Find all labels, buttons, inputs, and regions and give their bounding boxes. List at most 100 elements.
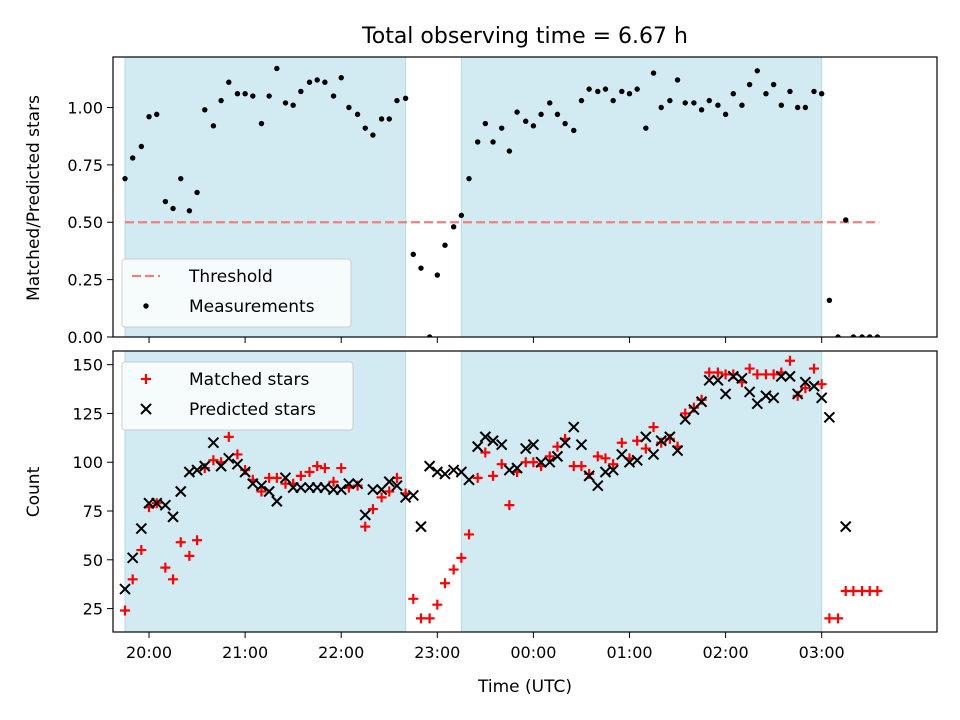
measurement-point bbox=[794, 104, 801, 111]
predicted-star-point bbox=[239, 466, 251, 478]
measurement-point bbox=[691, 100, 697, 106]
measurement-point bbox=[346, 104, 352, 111]
measurement-point bbox=[194, 189, 200, 196]
plot-area bbox=[122, 65, 881, 337]
measurement-point bbox=[530, 123, 537, 129]
predicted-star-point bbox=[719, 388, 732, 400]
predicted-star-point bbox=[167, 511, 179, 523]
predicted-star-point bbox=[727, 370, 739, 383]
measurement-point bbox=[178, 175, 184, 182]
predicted-star-point bbox=[640, 431, 652, 443]
x-tick-label: 20:00 bbox=[126, 643, 172, 662]
measurement-point bbox=[450, 224, 457, 230]
y-tick-label: 100 bbox=[72, 453, 103, 472]
measurement-point bbox=[154, 111, 160, 118]
measurement-point bbox=[186, 208, 193, 214]
matched-star-point bbox=[120, 605, 131, 616]
measurement-point bbox=[835, 334, 841, 337]
matched-star-point bbox=[175, 537, 186, 548]
measurement-point bbox=[362, 125, 368, 131]
predicted-star-point bbox=[647, 448, 660, 461]
measurement-point bbox=[306, 79, 313, 85]
measurement-point bbox=[138, 143, 145, 150]
measurement-point bbox=[787, 88, 793, 95]
matched-star-point bbox=[600, 453, 611, 464]
measurement-point bbox=[770, 81, 777, 88]
matched-star-point bbox=[528, 457, 539, 468]
measurement-point bbox=[242, 91, 248, 97]
predicted-star-point bbox=[520, 442, 532, 455]
measurement-point bbox=[234, 91, 241, 97]
matched-star-point bbox=[576, 461, 587, 472]
measurement-point bbox=[210, 123, 217, 129]
matched-star-point bbox=[712, 367, 723, 378]
predicted-star-point bbox=[511, 462, 523, 474]
measurement-point bbox=[739, 102, 745, 108]
predicted-star-point bbox=[703, 374, 715, 386]
matched-star-point bbox=[752, 369, 763, 380]
matched-star-point bbox=[464, 529, 475, 540]
predicted-star-point bbox=[359, 509, 371, 521]
matched-star-point bbox=[168, 574, 179, 585]
predicted-star-point bbox=[319, 481, 331, 494]
matched-star-point bbox=[648, 422, 659, 433]
measurement-point bbox=[330, 93, 337, 99]
measurement-point bbox=[634, 86, 640, 92]
matched-star-point bbox=[424, 613, 435, 624]
x-tick-label: 21:00 bbox=[222, 643, 268, 662]
measurement-point bbox=[698, 107, 705, 113]
matched-star-point bbox=[136, 545, 147, 556]
measurement-point bbox=[370, 132, 376, 138]
measurement-point bbox=[610, 97, 616, 104]
measurement-point bbox=[218, 97, 224, 104]
measurement-point bbox=[547, 100, 553, 106]
x-tick-label: 00:00 bbox=[510, 643, 556, 662]
matched-star-point bbox=[456, 552, 467, 563]
matched-star-point bbox=[367, 504, 378, 515]
matched-star-point bbox=[192, 535, 203, 546]
measurement-point bbox=[595, 88, 601, 95]
matched-star-point bbox=[872, 586, 883, 597]
predicted-star-point bbox=[607, 464, 619, 476]
matched-star-point bbox=[295, 470, 306, 481]
measurement-point bbox=[466, 175, 472, 182]
matched-star-point bbox=[408, 593, 419, 604]
plot-area bbox=[119, 355, 883, 624]
predicted-star-point bbox=[808, 380, 820, 392]
matched-star-point bbox=[768, 369, 779, 380]
predicted-star-point bbox=[263, 485, 275, 498]
measurement-point bbox=[874, 334, 881, 337]
measurement-point bbox=[562, 120, 568, 127]
predicted-star-point bbox=[207, 437, 220, 449]
matched-star-point bbox=[256, 486, 267, 497]
x-axis-label: Time (UTC) bbox=[477, 677, 572, 697]
matched-star-point bbox=[472, 472, 483, 483]
predicted-star-point bbox=[175, 485, 187, 498]
predicted-star-point bbox=[343, 477, 355, 490]
matched-star-point bbox=[208, 455, 219, 466]
predicted-star-point bbox=[247, 477, 259, 490]
measurement-point bbox=[850, 334, 857, 337]
predicted-star-point bbox=[767, 392, 780, 404]
matched-star-point bbox=[319, 463, 330, 474]
measurement-point bbox=[586, 86, 592, 92]
matched-star-point bbox=[160, 562, 171, 573]
predicted-star-point bbox=[191, 464, 203, 476]
measurement-point bbox=[122, 175, 128, 182]
predicted-star-point bbox=[126, 552, 139, 564]
measurement-point bbox=[514, 109, 520, 115]
matched-star-point bbox=[816, 379, 827, 390]
matched-star-point bbox=[184, 550, 195, 561]
measurement-point bbox=[667, 97, 673, 104]
matched-star-point bbox=[640, 443, 651, 454]
matched-star-point bbox=[704, 367, 715, 378]
measurement-point bbox=[129, 155, 136, 161]
measurement-point bbox=[322, 79, 328, 85]
measurement-point bbox=[626, 91, 633, 97]
predicted-star-point bbox=[463, 474, 475, 486]
y-tick-label: 75 bbox=[83, 502, 103, 521]
y-tick-label: 0.00 bbox=[67, 328, 103, 347]
predicted-star-point bbox=[775, 370, 788, 383]
y-tick-label: 0.25 bbox=[67, 271, 103, 290]
measurement-point bbox=[571, 127, 577, 134]
